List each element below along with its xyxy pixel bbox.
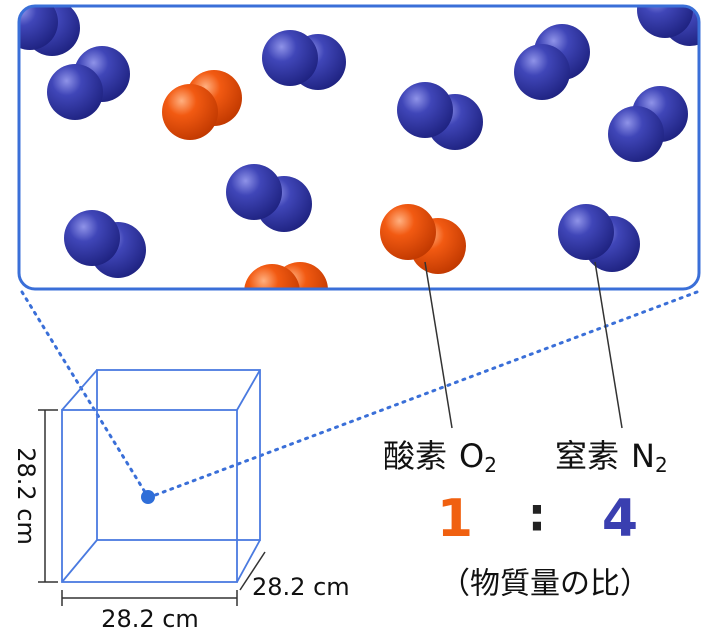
atom: [397, 82, 453, 138]
molecule: [244, 262, 328, 289]
molecule: [162, 70, 242, 140]
height-label: 28.2 cm: [12, 447, 40, 545]
atom: [226, 164, 282, 220]
molecule: [262, 30, 346, 90]
leader-lines: [424, 261, 623, 429]
molecule: [608, 86, 688, 162]
nitrogen-formula: N: [631, 437, 655, 475]
nitrogen-name: 窒素: [555, 437, 619, 475]
dimension-arrows: [38, 409, 266, 606]
molecule: [19, 6, 80, 56]
nitrogen-label: 窒素 N2: [555, 437, 668, 477]
molecule: [64, 210, 146, 278]
atom: [47, 64, 103, 120]
sample-point: [141, 490, 155, 504]
cube: [61, 369, 261, 583]
atom: [380, 204, 436, 260]
molecule: [380, 204, 466, 274]
molecule: [47, 46, 130, 120]
molecule: [558, 204, 640, 272]
oxygen-formula: O: [459, 437, 484, 475]
zoom-panel: [17, 4, 701, 291]
atom: [64, 210, 120, 266]
molecule: [226, 164, 312, 232]
atom: [514, 44, 570, 100]
atom: [19, 6, 58, 50]
oxygen-subscript: 2: [484, 453, 497, 477]
ratio-caption: （物質量の比）: [440, 567, 650, 602]
molecule: [637, 6, 699, 46]
atom: [262, 30, 318, 86]
atom: [608, 106, 664, 162]
ratio-separator: :: [528, 488, 546, 542]
oxygen-name: 酸素: [383, 437, 447, 475]
depth-label: 28.2 cm: [252, 573, 350, 601]
width-label: 28.2 cm: [101, 605, 199, 633]
atom: [558, 204, 614, 260]
atom: [244, 264, 300, 289]
oxygen-label: 酸素 O2: [383, 437, 497, 477]
molecule: [514, 24, 590, 100]
oxygen-ratio: 1: [437, 489, 473, 549]
nitrogen-subscript: 2: [655, 453, 668, 477]
nitrogen-ratio: 4: [602, 489, 638, 549]
molecule: [397, 82, 483, 150]
atom: [162, 84, 218, 140]
atom: [637, 6, 693, 38]
molecules: [19, 6, 699, 289]
